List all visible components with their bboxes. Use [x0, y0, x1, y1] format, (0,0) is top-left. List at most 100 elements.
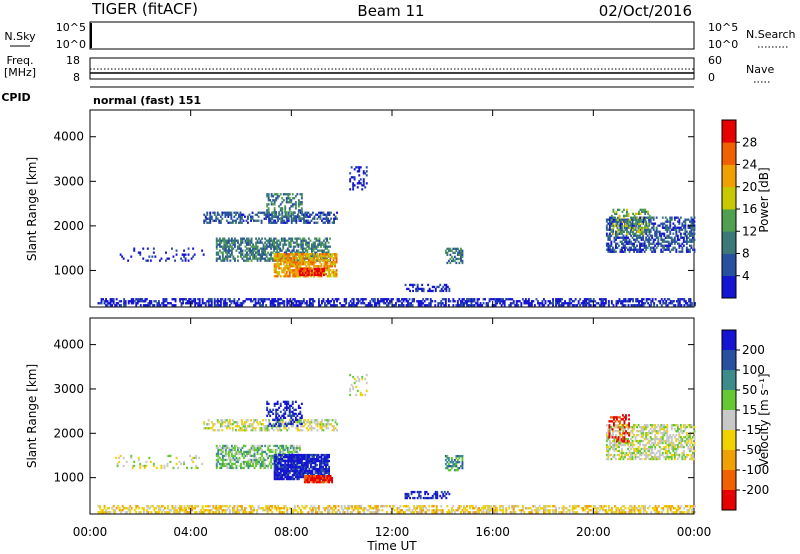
scatter-cell: [310, 271, 312, 274]
scatter-cell: [270, 460, 273, 464]
scatter-cell: [273, 243, 276, 246]
scatter-cell: [294, 203, 297, 206]
scatter-cell: [293, 304, 296, 307]
scatter-cell: [243, 456, 245, 460]
scatter-cell: [299, 193, 302, 196]
scatter-cell: [315, 509, 317, 512]
scatter-cell: [259, 298, 261, 301]
scatter-cell: [281, 213, 284, 216]
scatter-cell: [320, 263, 323, 266]
scatter-cell: [218, 249, 221, 252]
scatter-cell: [262, 304, 264, 307]
scatter-cell: [273, 207, 276, 210]
scatter-cell: [230, 211, 233, 214]
scatter-cell: [285, 455, 288, 459]
scatter-cell: [268, 448, 271, 452]
scatter-cell: [305, 304, 308, 307]
scatter-cell: [244, 249, 247, 252]
scatter-cell: [185, 298, 187, 301]
scatter-cell: [307, 271, 310, 275]
scatter-cell: [305, 215, 308, 218]
scatter-cell: [147, 505, 150, 508]
scatter-cell: [642, 511, 645, 514]
scatter-cell: [291, 444, 294, 448]
scatter-cell: [296, 505, 299, 508]
scatter-cell: [540, 507, 542, 510]
scatter-cell: [666, 244, 669, 247]
scatter-cell: [562, 507, 565, 510]
scatter-cell: [621, 236, 623, 239]
scatter-cell: [574, 304, 577, 307]
scatter-cell: [207, 298, 210, 301]
scatter-cell: [288, 450, 291, 454]
scatter-cell: [665, 300, 668, 303]
scatter-cell: [222, 505, 225, 508]
scatter-cell: [227, 454, 230, 458]
scatter-cell: [267, 402, 270, 405]
scatter-cell: [600, 300, 603, 303]
scatter-cell: [285, 469, 288, 473]
scatter-cell: [449, 511, 452, 514]
scatter-cell: [479, 302, 482, 305]
scatter-cell: [247, 243, 250, 246]
scatter-cell: [328, 505, 331, 508]
scatter-cell: [284, 410, 287, 413]
scatter-cell: [325, 265, 327, 268]
scatter-cell: [473, 300, 476, 303]
scatter-cell: [488, 509, 491, 512]
scatter-cell: [250, 219, 252, 222]
scatter-cell: [170, 302, 172, 305]
scatter-cell: [653, 507, 656, 510]
scatter-cell: [300, 255, 303, 258]
scatter-cell: [352, 509, 355, 512]
scatter-cell: [250, 245, 253, 248]
scatter-cell: [207, 221, 210, 224]
scatter-cell: [100, 511, 103, 514]
scatter-cell: [318, 237, 321, 240]
scatter-cell: [547, 304, 550, 307]
scatter-cell: [146, 259, 149, 262]
scatter-cell: [130, 507, 133, 510]
scatter-cell: [487, 304, 489, 307]
scatter-cell: [685, 236, 688, 239]
scatter-cell: [502, 507, 505, 510]
scatter-cell: [639, 242, 641, 245]
scatter-cell: [281, 419, 284, 422]
scatter-cell: [142, 511, 145, 514]
scatter-cell: [297, 205, 300, 208]
scatter-cell: [336, 429, 338, 432]
scatter-cell: [282, 243, 285, 246]
scatter-cell: [645, 236, 648, 239]
scatter-cell: [291, 422, 294, 425]
scatter-cell: [227, 446, 230, 450]
scatter-cell: [329, 263, 332, 266]
scatter-cell: [273, 241, 276, 244]
scatter-cell: [399, 300, 402, 303]
scatter-cell: [256, 419, 258, 422]
scatter-cell: [523, 302, 526, 305]
scatter-cell: [244, 421, 246, 424]
velocity-plot-frame: [89, 317, 695, 515]
scatter-cell: [297, 404, 300, 407]
scatter-cell: [654, 222, 657, 225]
scatter-cell: [335, 271, 338, 274]
scatter-cell: [142, 247, 145, 250]
scatter-cell: [262, 507, 264, 510]
scatter-cell: [225, 213, 228, 216]
scatter-cell: [275, 410, 278, 413]
scatter-cell: [361, 188, 364, 191]
scatter-cell: [676, 236, 679, 239]
scatter-cell: [284, 505, 287, 508]
scatter-cell: [226, 243, 229, 246]
scatter-cell: [263, 217, 266, 220]
scatter-cell: [673, 242, 676, 245]
scatter-cell: [253, 257, 256, 260]
scatter-cell: [252, 251, 254, 254]
scatter-cell: [527, 302, 530, 305]
scatter-cell: [420, 509, 423, 512]
scatter-cell: [684, 226, 687, 229]
scatter-cell: [309, 255, 312, 258]
scatter-cell: [221, 448, 224, 452]
scatter-cell: [225, 219, 228, 222]
scatter-cell: [167, 511, 169, 514]
